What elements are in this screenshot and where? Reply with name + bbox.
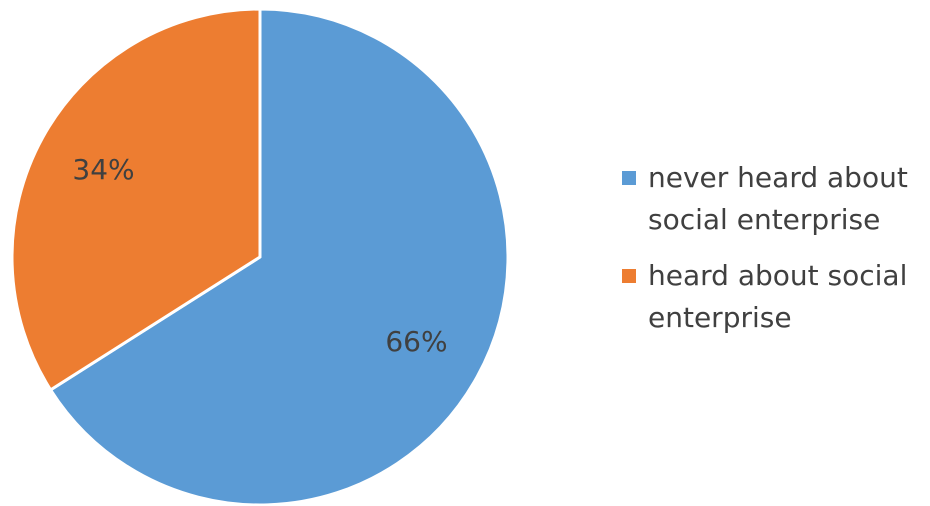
legend-swatch-heard	[622, 269, 636, 283]
slice-heard	[10, 7, 262, 392]
data-label-heard: 34%	[72, 153, 134, 186]
legend-swatch-never-heard	[622, 171, 636, 185]
legend-label-heard: heard about social enterprise	[648, 259, 908, 334]
slice-never-heard	[49, 7, 510, 506]
legend: never heard about social enterprise hear…	[622, 157, 927, 353]
legend-item-never-heard: never heard about social enterprise	[622, 157, 927, 241]
legend-label-never-heard: never heard about social enterprise	[648, 161, 908, 236]
data-label-never-heard: 66%	[385, 325, 447, 358]
legend-item-heard: heard about social enterprise	[622, 255, 927, 339]
